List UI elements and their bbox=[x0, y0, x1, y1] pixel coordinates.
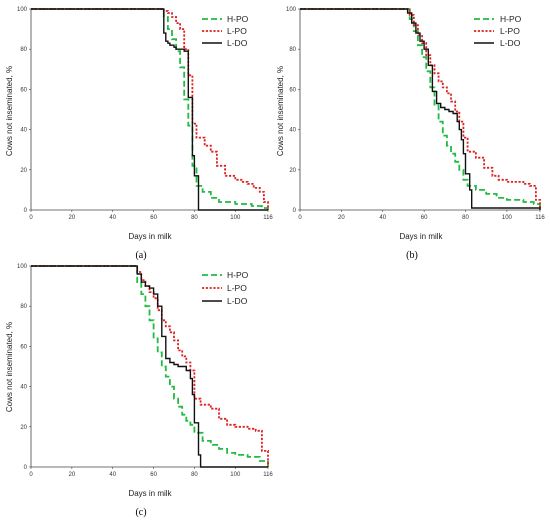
x-tick-label: 116 bbox=[263, 472, 273, 478]
y-axis-label: Cows not inseminated, % bbox=[276, 66, 285, 156]
x-tick-label: 60 bbox=[150, 215, 157, 221]
x-tick-label: 0 bbox=[29, 472, 33, 478]
x-tick-label: 20 bbox=[69, 215, 76, 221]
y-tick-label: 60 bbox=[20, 87, 27, 93]
legend-label-l-po: L-PO bbox=[227, 26, 247, 36]
legend-label-l-po: L-PO bbox=[500, 26, 520, 36]
y-tick-label: 60 bbox=[289, 87, 296, 93]
panel-label: (b) bbox=[406, 250, 418, 261]
y-tick-label: 40 bbox=[20, 385, 27, 391]
x-axis-label: Days in milk bbox=[128, 489, 172, 498]
series-line-l-po bbox=[300, 8, 541, 210]
x-tick-label: 80 bbox=[191, 472, 198, 478]
x-tick-label: 116 bbox=[535, 215, 545, 221]
x-tick-label: 40 bbox=[109, 215, 116, 221]
legend-label-l-po: L-PO bbox=[227, 283, 247, 293]
y-tick-label: 100 bbox=[17, 264, 28, 270]
x-tick-label: 20 bbox=[69, 472, 76, 478]
legend: H-PO L-PO L-DO bbox=[474, 14, 522, 48]
panel-a: Cows not inseminated, % Days in milk (a)… bbox=[5, 7, 273, 261]
y-tick-label: 40 bbox=[20, 128, 27, 134]
y-tick-label: 80 bbox=[20, 47, 27, 53]
x-tick-label: 80 bbox=[462, 215, 469, 221]
y-tick-label: 60 bbox=[20, 344, 27, 350]
y-tick-label: 20 bbox=[20, 168, 27, 174]
series-line-l-do bbox=[31, 8, 268, 211]
legend: H-PO L-PO L-DO bbox=[202, 14, 249, 48]
x-tick-label: 116 bbox=[263, 215, 273, 221]
legend: H-PO L-PO L-DO bbox=[202, 270, 249, 306]
y-tick-label: 100 bbox=[17, 7, 28, 13]
legend-label-h-po: H-PO bbox=[500, 14, 522, 24]
y-tick-label: 80 bbox=[20, 304, 27, 310]
series-line-l-do bbox=[300, 8, 541, 210]
series-line-h-po bbox=[300, 8, 541, 210]
series-line-h-po bbox=[31, 265, 269, 467]
series-line-l-po bbox=[31, 265, 269, 467]
legend-label-l-do: L-DO bbox=[227, 296, 248, 306]
y-tick-label: 100 bbox=[286, 7, 297, 13]
x-axis-label: Days in milk bbox=[399, 232, 443, 241]
legend-label-l-do: L-DO bbox=[500, 38, 521, 48]
series-line-l-po bbox=[31, 8, 269, 210]
x-tick-label: 40 bbox=[109, 472, 116, 478]
x-tick-label: 40 bbox=[379, 215, 386, 221]
x-tick-label: 0 bbox=[29, 215, 33, 221]
panel-c: Cows not inseminated, % Days in milk (c)… bbox=[5, 264, 273, 518]
panel-b: Cows not inseminated, % Days in milk (b)… bbox=[276, 7, 545, 261]
y-axis-label: Cows not inseminated, % bbox=[5, 66, 14, 156]
panel-label: (c) bbox=[135, 507, 146, 518]
x-tick-label: 100 bbox=[502, 215, 513, 221]
y-tick-label: 20 bbox=[289, 168, 296, 174]
x-tick-label: 60 bbox=[150, 472, 157, 478]
x-axis-label: Days in milk bbox=[128, 232, 172, 241]
legend-label-h-po: H-PO bbox=[227, 14, 249, 24]
series-line-l-do bbox=[31, 265, 268, 468]
y-tick-label: 40 bbox=[289, 128, 296, 134]
y-axis-label: Cows not inseminated, % bbox=[5, 322, 14, 412]
y-tick-label: 0 bbox=[24, 208, 28, 214]
x-tick-label: 80 bbox=[191, 215, 198, 221]
y-tick-label: 0 bbox=[293, 208, 297, 214]
panel-label: (a) bbox=[135, 250, 146, 261]
x-tick-label: 0 bbox=[298, 215, 302, 221]
y-tick-label: 80 bbox=[289, 47, 296, 53]
x-tick-label: 60 bbox=[421, 215, 428, 221]
y-tick-label: 20 bbox=[20, 425, 27, 431]
x-tick-label: 20 bbox=[338, 215, 345, 221]
legend-label-h-po: H-PO bbox=[227, 270, 249, 280]
x-tick-label: 100 bbox=[230, 472, 241, 478]
x-tick-label: 100 bbox=[230, 215, 241, 221]
legend-label-l-do: L-DO bbox=[227, 38, 248, 48]
y-tick-label: 0 bbox=[24, 465, 28, 471]
